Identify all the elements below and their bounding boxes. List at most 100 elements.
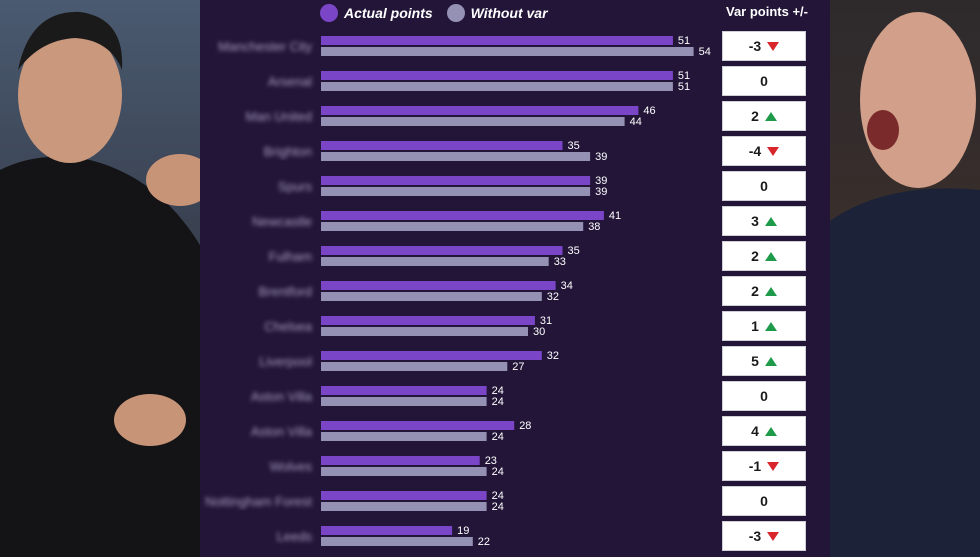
team-label: Man United (246, 109, 312, 124)
value-label-without: 51 (678, 81, 690, 93)
bar-actual (321, 491, 487, 500)
value-label-without: 27 (512, 361, 524, 373)
value-label-actual: 31 (540, 315, 552, 327)
team-label: Fulham (269, 249, 312, 264)
bar-without (321, 467, 487, 476)
value-label-actual: 24 (492, 385, 504, 397)
arrow-up-icon (764, 321, 777, 331)
var-points-box: 4 (722, 416, 806, 446)
arrow-down-icon (767, 531, 780, 541)
var-points-value: -3 (748, 528, 762, 544)
bar-without (321, 222, 584, 231)
arrow-up-icon (764, 251, 777, 261)
bar-actual (321, 421, 515, 430)
bar-actual (321, 71, 673, 80)
arrow-up-icon (764, 216, 777, 226)
value-label-without: 38 (588, 221, 600, 233)
team-label: Brentford (259, 284, 312, 299)
var-points-box: -4 (722, 136, 806, 166)
team-label: Aston Villa (251, 389, 313, 404)
manager-left-silhouette-icon (0, 11, 250, 557)
value-label-actual: 35 (568, 245, 580, 257)
bar-actual (321, 281, 556, 290)
bar-actual (321, 36, 673, 45)
legend-without-swatch (446, 4, 465, 22)
legend-actual-swatch (320, 4, 338, 22)
bar-without (321, 432, 487, 441)
value-label-without: 24 (492, 396, 504, 408)
legend-actual: Actual points (320, 4, 433, 22)
value-label-actual: 19 (457, 525, 469, 537)
team-label: Brighton (264, 144, 312, 159)
legend-actual-label: Actual points (344, 5, 433, 21)
var-points-box: 2 (722, 101, 806, 131)
value-label-actual: 51 (678, 70, 690, 82)
legend: Actual points Without var (320, 4, 548, 22)
bar-without (321, 292, 542, 301)
var-points-box: 0 (722, 381, 806, 411)
var-points-value: 0 (760, 73, 768, 89)
var-points-box: -3 (722, 31, 806, 61)
value-label-without: 22 (478, 536, 490, 548)
value-label-actual: 46 (643, 105, 655, 117)
value-label-without: 39 (595, 186, 607, 198)
var-points-box: 1 (722, 311, 806, 341)
team-label: Newcastle (252, 214, 312, 229)
bar-without (321, 187, 591, 196)
bar-actual (321, 386, 487, 395)
var-points-box: 5 (722, 346, 806, 376)
bar-without (321, 327, 528, 336)
value-label-without: 24 (492, 466, 504, 478)
arrow-up-icon (764, 426, 777, 436)
bar-without (321, 537, 473, 546)
bar-without (321, 257, 549, 266)
bar-without (321, 397, 487, 406)
var-points-box: -1 (722, 451, 806, 481)
value-label-without: 24 (492, 501, 504, 513)
value-label-actual: 32 (547, 350, 559, 362)
var-points-value: 1 (751, 318, 759, 334)
value-label-actual: 35 (568, 140, 580, 152)
var-points-value: 2 (751, 283, 759, 299)
var-points-box: 0 (722, 171, 806, 201)
value-label-actual: 41 (609, 210, 621, 222)
bar-without (321, 47, 694, 56)
bar-actual (321, 526, 453, 535)
bar-without (321, 502, 487, 511)
bar-actual (321, 106, 639, 115)
bar-actual (321, 176, 591, 185)
var-points-box: -3 (722, 521, 806, 551)
var-points-box: 3 (722, 206, 806, 236)
value-label-actual: 28 (519, 420, 531, 432)
legend-without: Without var (446, 4, 548, 22)
legend-without-label: Without var (470, 5, 548, 21)
bar-actual (321, 316, 535, 325)
team-label: Leeds (277, 529, 313, 544)
team-label: Nottingham Forest (205, 494, 312, 509)
var-points-value: -3 (748, 38, 762, 54)
var-points-value: 4 (751, 423, 759, 439)
var-points-value: -1 (748, 458, 762, 474)
var-points-value: 0 (760, 493, 768, 509)
arrow-down-icon (767, 461, 780, 471)
var-points-value: 2 (751, 108, 759, 124)
manager-photo-right (818, 0, 980, 557)
bar-without (321, 152, 591, 161)
team-label: Wolves (270, 459, 313, 474)
arrow-down-icon (767, 146, 780, 156)
arrow-up-icon (764, 356, 777, 366)
bar-actual (321, 246, 563, 255)
bar-without (321, 82, 673, 91)
var-points-value: 0 (760, 388, 768, 404)
team-label: Manchester City (218, 39, 312, 54)
team-label: Spurs (278, 179, 312, 194)
bar-actual (321, 211, 604, 220)
var-points-value: 2 (751, 248, 759, 264)
value-label-actual: 23 (485, 455, 497, 467)
var-points-box: 2 (722, 241, 806, 271)
manager-right-silhouette-icon (818, 12, 980, 557)
team-label: Arsenal (268, 74, 312, 89)
value-label-actual: 24 (492, 490, 504, 502)
var-points-value: 5 (751, 353, 759, 369)
var-points-box: 2 (722, 276, 806, 306)
